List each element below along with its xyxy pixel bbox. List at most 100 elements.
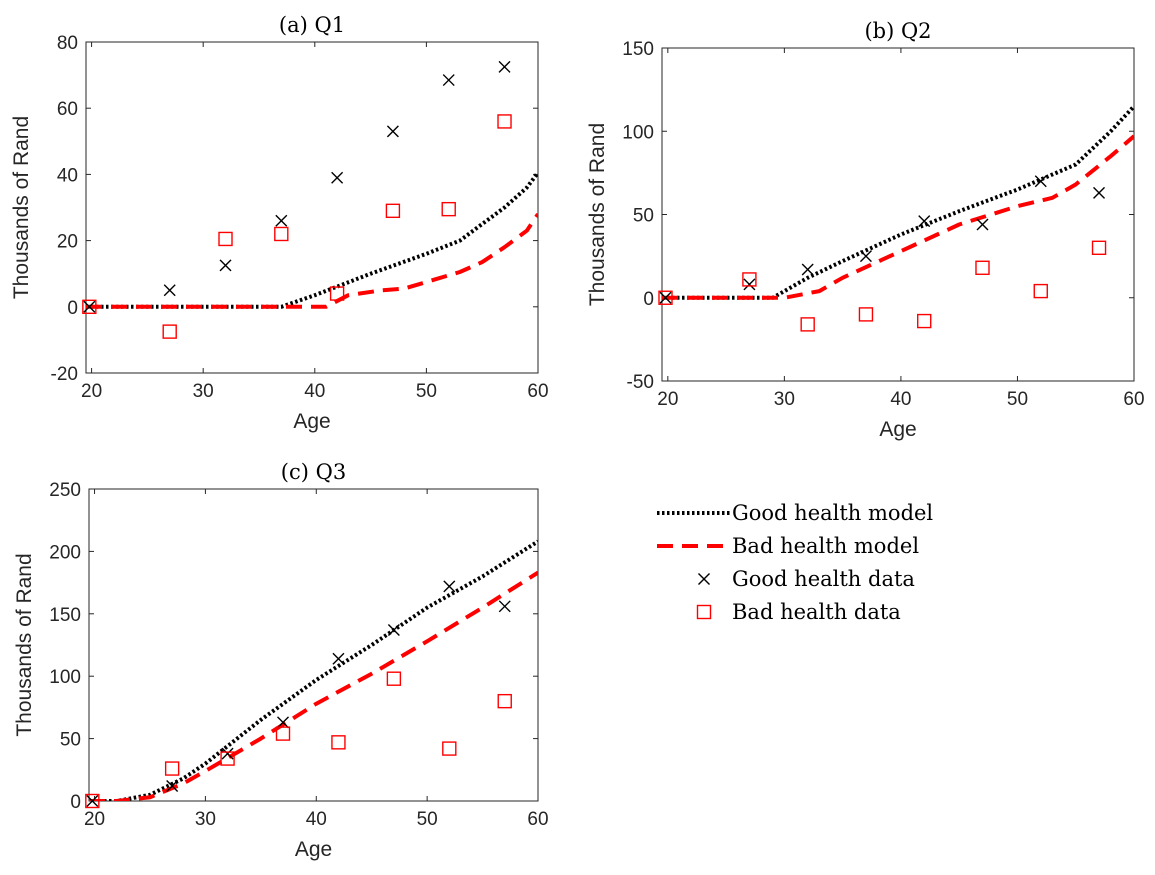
bad-health-data-point — [917, 313, 932, 329]
axes-box — [661, 47, 1135, 382]
y-tick-label: 100 — [49, 667, 81, 688]
y-axis-label: Thousands of Rand — [13, 553, 36, 736]
y-tick-label: 20 — [57, 232, 78, 253]
legend: Good health model Bad health model Good he… — [657, 501, 933, 624]
panel-1: 20 30 40 50 60 -20 0 20 40 60 80 (a) Q1 Age Thousands… — [10, 13, 549, 433]
bad-health-data-point — [742, 272, 757, 287]
good-health-data-point — [221, 747, 234, 760]
bad-health-data-point — [800, 317, 815, 332]
x-tick-label: 50 — [1007, 389, 1028, 410]
x-tick-label: 40 — [306, 809, 327, 830]
bad-health-data-point — [329, 286, 345, 301]
good-health-data-point — [801, 263, 814, 276]
panel-2: 20 30 40 50 60 -50 0 50 100 150 (b) Q2 Age Thousands… — [586, 19, 1145, 441]
plot-area — [662, 104, 1134, 300]
y-axis-label: Thousands of Rand — [10, 116, 33, 299]
good-health-data-point — [387, 624, 400, 637]
x-tick-label: 50 — [416, 381, 437, 402]
legend-label: Bad health data — [732, 600, 901, 624]
bad-health-model-line — [86, 212, 538, 309]
good-health-data-point — [1034, 175, 1047, 188]
x-tick-label: 20 — [81, 381, 102, 402]
bad-health-model-line — [89, 570, 538, 801]
bad-health-data-point — [1091, 240, 1107, 256]
good-health-data-point — [86, 795, 99, 807]
legend-label: Bad health model — [732, 534, 919, 558]
good-health-data-point — [443, 580, 456, 593]
bad-health-data-point — [441, 201, 456, 217]
x-axis-label: Age — [879, 418, 916, 441]
y-tick-label: 60 — [57, 99, 78, 120]
bad-health-model-line — [662, 134, 1134, 300]
good-health-data-point — [166, 780, 179, 793]
legend-marker-x — [698, 573, 710, 585]
x-tick-label: 60 — [527, 381, 548, 402]
legend-item-good-model: Good health model — [657, 501, 933, 525]
legend-marker-square — [696, 604, 712, 620]
good-health-data-point — [332, 652, 345, 665]
y-tick-label: 200 — [49, 542, 81, 563]
plot-area — [86, 171, 538, 309]
legend-label: Good health data — [732, 567, 915, 591]
x-tick-label: 20 — [84, 809, 105, 830]
axes-box — [88, 488, 539, 802]
y-tick-label: -20 — [51, 364, 78, 385]
y-tick-label: 100 — [622, 122, 654, 143]
axes-box — [85, 41, 539, 374]
bad-health-data-point — [658, 290, 673, 305]
y-axis-label: Thousands of Rand — [586, 123, 609, 306]
good-health-data-point — [1093, 186, 1106, 199]
x-tick-label: 30 — [774, 389, 795, 410]
good-health-data-point — [331, 171, 344, 184]
y-tick-label: 250 — [49, 480, 81, 501]
bad-health-data-point — [220, 751, 235, 766]
good-health-data-point — [386, 125, 399, 138]
bad-health-data-point — [975, 260, 990, 275]
y-tick-label: 0 — [67, 298, 78, 319]
good-health-data-point — [859, 250, 872, 263]
bad-health-data-point — [82, 299, 97, 314]
panel-title: (c) Q3 — [281, 460, 346, 484]
bad-health-data-point — [858, 307, 874, 322]
good-health-data-point — [659, 291, 672, 304]
x-tick-label: 60 — [1123, 389, 1144, 410]
legend-label: Good health model — [732, 501, 933, 525]
y-tick-label: -50 — [627, 372, 654, 393]
legend-item-bad-model: Bad health model — [657, 534, 919, 558]
good-health-data-point — [219, 259, 232, 272]
good-health-data-point — [743, 278, 756, 291]
y-tick-label: 0 — [643, 289, 654, 310]
y-tick-label: 80 — [57, 33, 78, 54]
y-tick-label: 40 — [57, 165, 78, 186]
bad-health-data-point — [162, 324, 177, 339]
good-health-data-point — [976, 218, 989, 231]
good-health-data-point — [498, 60, 511, 73]
y-tick-label: 50 — [60, 730, 81, 751]
bad-health-data-point — [85, 793, 100, 809]
good-health-data-point — [277, 716, 290, 729]
good-health-data-point — [918, 215, 931, 228]
x-tick-label: 50 — [417, 809, 438, 830]
y-tick-label: 50 — [633, 206, 654, 227]
good-health-data-point — [83, 300, 96, 313]
x-tick-label: 20 — [657, 389, 678, 410]
good-health-data-point — [275, 214, 288, 227]
legend-item-bad-data: Bad health data — [696, 600, 901, 624]
x-tick-label: 40 — [890, 389, 911, 410]
panel-3: 20 30 40 50 60 0 50 100 150 200 250 (c) Q3 Age Thousa… — [13, 460, 549, 861]
bad-health-data-point — [331, 735, 346, 750]
bad-health-data-point — [497, 114, 512, 129]
y-tick-label: 150 — [622, 39, 654, 60]
good-health-model-line — [662, 104, 1134, 300]
good-health-data-point — [163, 284, 176, 297]
bad-health-data-point — [218, 231, 233, 247]
legend-item-good-data: Good health data — [698, 567, 915, 591]
good-health-model-line — [86, 171, 538, 309]
y-tick-label: 150 — [49, 605, 81, 626]
bad-health-data-point — [274, 226, 289, 242]
panel-title: (b) Q2 — [864, 19, 931, 43]
bad-health-data-point — [275, 726, 291, 741]
x-axis-label: Age — [293, 410, 330, 433]
y-tick-label: 0 — [70, 792, 81, 813]
